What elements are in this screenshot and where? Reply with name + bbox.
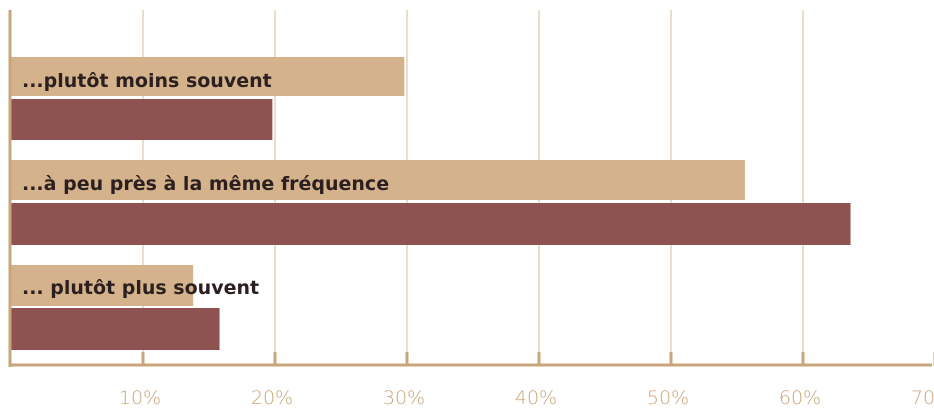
category-label-2: ...à peu près à la même fréquence — [22, 173, 389, 195]
tick-label-40: 40% — [515, 387, 557, 409]
category-label-3: ... plutôt plus souvent — [22, 277, 259, 299]
tick-label-70: 70% — [911, 387, 934, 409]
bar-series2-cat2 — [11, 203, 851, 245]
bar-series1-cat2 — [11, 160, 745, 200]
tick-label-30: 30% — [383, 387, 425, 409]
bars — [11, 57, 851, 350]
tick-label-50: 50% — [647, 387, 689, 409]
category-label-1: ...plutôt moins souvent — [22, 70, 272, 92]
bar-series1-cat3 — [11, 265, 194, 306]
tick-label-10: 10% — [119, 387, 161, 409]
axes — [8, 10, 934, 367]
tick-label-60: 60% — [779, 387, 821, 409]
tick-labels: 10% 20% 30% 40% 50% 60% 70% — [119, 387, 934, 409]
category-labels: ...plutôt moins souvent ...à peu près à l… — [22, 70, 389, 299]
bar-series1-cat1 — [11, 57, 405, 96]
tick-label-20: 20% — [251, 387, 293, 409]
bar-series2-cat1 — [11, 99, 273, 140]
bar-series2-cat3 — [11, 308, 220, 350]
